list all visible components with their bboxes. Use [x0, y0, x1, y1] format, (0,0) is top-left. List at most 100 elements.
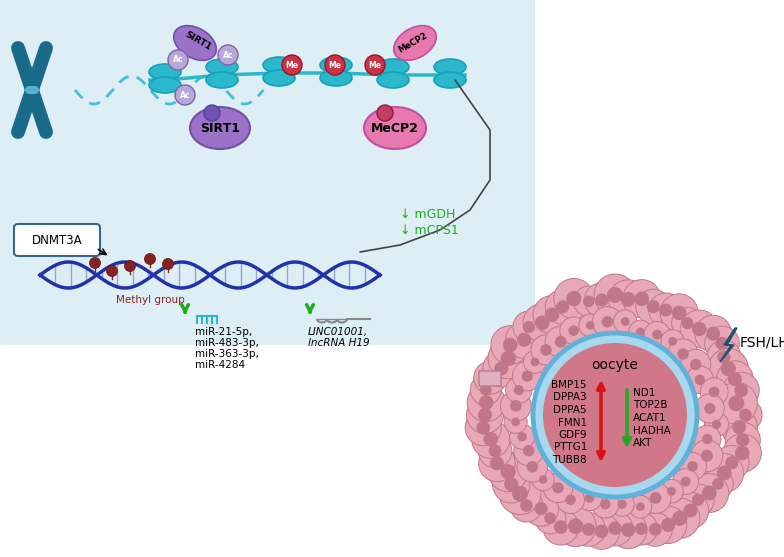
Text: Me: Me [328, 61, 342, 70]
Text: HADHA: HADHA [633, 426, 671, 436]
Circle shape [622, 280, 661, 318]
Circle shape [466, 397, 503, 433]
Circle shape [700, 378, 728, 405]
Circle shape [545, 307, 559, 322]
Circle shape [621, 317, 630, 326]
Text: BMP15: BMP15 [551, 380, 587, 390]
Circle shape [607, 287, 623, 303]
Circle shape [533, 333, 697, 497]
Circle shape [690, 473, 728, 512]
Ellipse shape [394, 26, 436, 60]
Text: miR-483-3p,: miR-483-3p, [195, 338, 259, 348]
Circle shape [517, 432, 527, 442]
Circle shape [523, 445, 535, 456]
Circle shape [479, 395, 493, 410]
Circle shape [677, 348, 689, 360]
Circle shape [647, 300, 660, 313]
Circle shape [681, 317, 694, 329]
Circle shape [650, 492, 662, 504]
Text: Ac: Ac [180, 90, 191, 100]
Circle shape [583, 523, 595, 536]
Circle shape [478, 434, 512, 468]
Circle shape [524, 350, 546, 373]
Circle shape [684, 504, 698, 517]
Circle shape [488, 452, 528, 492]
Circle shape [695, 315, 731, 352]
Circle shape [618, 500, 627, 509]
Circle shape [692, 494, 704, 506]
Circle shape [709, 387, 720, 397]
Circle shape [720, 409, 757, 445]
Circle shape [672, 511, 688, 526]
Circle shape [649, 506, 687, 544]
Circle shape [527, 461, 538, 473]
Circle shape [535, 502, 566, 534]
Circle shape [325, 55, 345, 75]
Circle shape [636, 328, 645, 336]
Circle shape [491, 326, 529, 364]
Circle shape [720, 361, 736, 376]
Circle shape [31, 86, 39, 94]
Circle shape [608, 280, 648, 319]
Circle shape [652, 330, 662, 340]
Text: TOP2B: TOP2B [633, 400, 667, 411]
Circle shape [484, 432, 498, 447]
Circle shape [535, 502, 548, 515]
Circle shape [543, 343, 687, 487]
Circle shape [506, 321, 543, 358]
Circle shape [659, 304, 673, 316]
Circle shape [668, 339, 698, 369]
Circle shape [492, 466, 530, 503]
Circle shape [500, 464, 516, 480]
Circle shape [572, 512, 605, 546]
Circle shape [579, 314, 601, 337]
Ellipse shape [174, 26, 216, 60]
Circle shape [585, 494, 594, 503]
Circle shape [714, 446, 749, 480]
Circle shape [514, 385, 524, 395]
Circle shape [543, 509, 579, 545]
Circle shape [725, 456, 739, 470]
Circle shape [591, 491, 619, 518]
Circle shape [503, 338, 517, 353]
Ellipse shape [206, 72, 238, 88]
Circle shape [568, 519, 583, 534]
Circle shape [125, 261, 136, 271]
Circle shape [695, 394, 724, 423]
Circle shape [610, 492, 634, 516]
Circle shape [467, 384, 505, 422]
Circle shape [521, 370, 533, 382]
Circle shape [510, 400, 521, 412]
Circle shape [679, 452, 706, 480]
Circle shape [555, 336, 567, 348]
Circle shape [506, 377, 532, 403]
Circle shape [585, 282, 619, 317]
Circle shape [705, 326, 739, 361]
Circle shape [594, 274, 636, 316]
Text: SIRT1: SIRT1 [183, 30, 212, 52]
Circle shape [89, 257, 100, 268]
Text: oocyte: oocyte [592, 358, 638, 372]
Circle shape [28, 86, 36, 94]
Text: SIRT1: SIRT1 [200, 121, 240, 134]
Circle shape [546, 290, 580, 324]
Circle shape [694, 426, 721, 452]
Text: miR-363-3p,: miR-363-3p, [195, 349, 259, 359]
Circle shape [667, 487, 676, 496]
Circle shape [614, 310, 637, 333]
Circle shape [732, 420, 746, 434]
Circle shape [377, 105, 393, 121]
Circle shape [735, 383, 748, 397]
Circle shape [577, 486, 602, 511]
Circle shape [636, 502, 644, 511]
Polygon shape [720, 328, 737, 362]
Circle shape [701, 449, 713, 462]
Circle shape [554, 278, 594, 319]
Circle shape [702, 486, 717, 500]
Text: MeCP2: MeCP2 [397, 31, 429, 55]
Circle shape [465, 410, 501, 446]
Text: ↓ mCPS1: ↓ mCPS1 [400, 223, 459, 237]
Circle shape [565, 495, 576, 505]
Circle shape [517, 452, 547, 482]
Circle shape [204, 105, 220, 121]
